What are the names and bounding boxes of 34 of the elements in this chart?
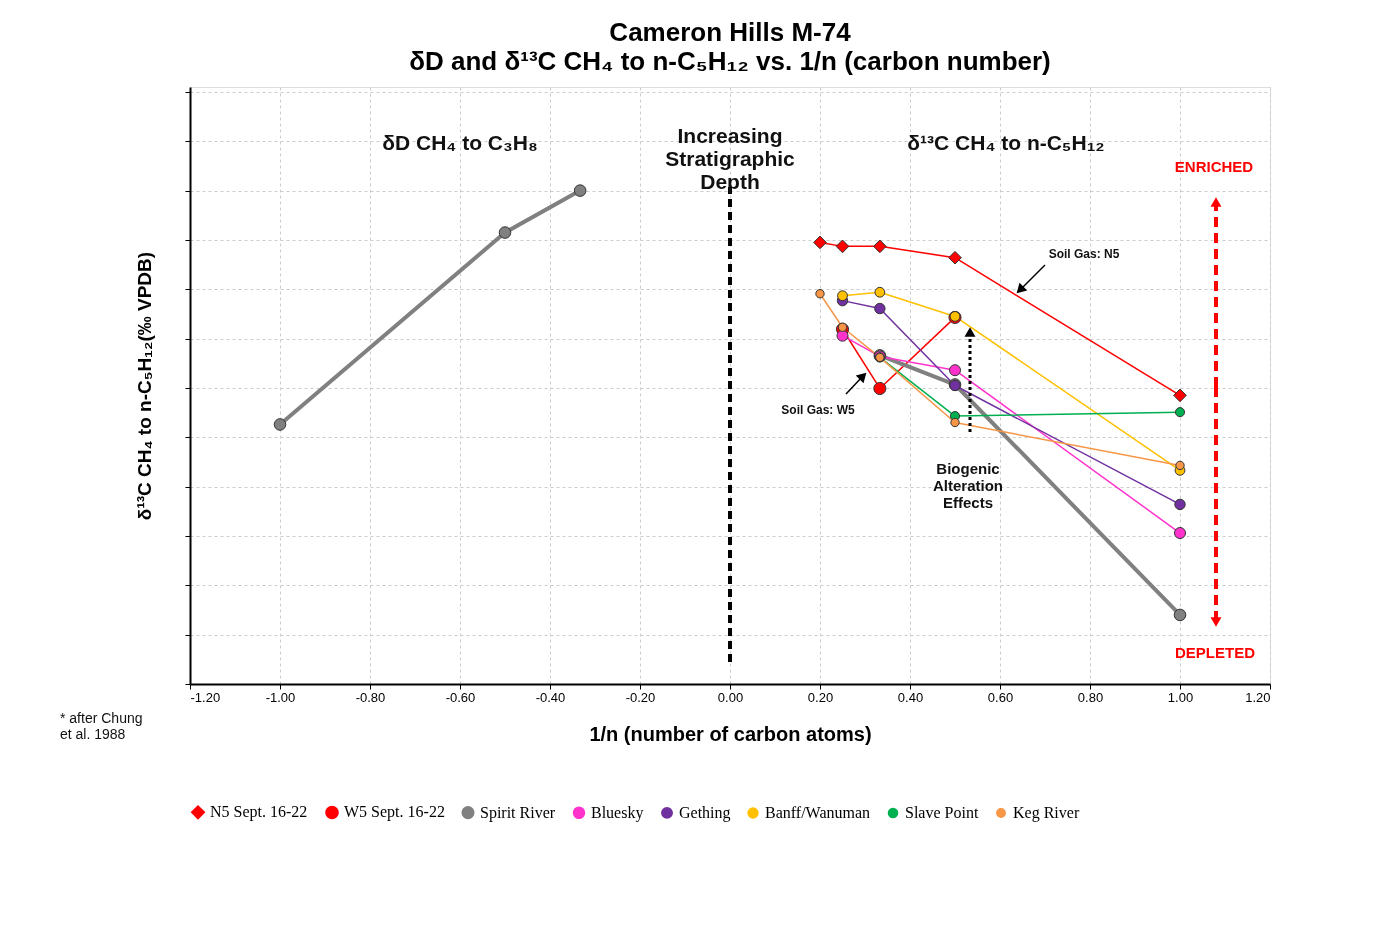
x-tick-label: -0.40 [535,689,566,705]
x-tick-label: -0.80 [355,689,386,705]
y-axis-title: δ¹³C CH₄ to n-C₅H₁₂(‰ VPDB) [134,251,155,521]
x-tick-label: -1.00 [265,689,296,705]
x-tick-label: 0.20 [807,689,834,705]
x-tick-label: 0.80 [1077,689,1104,705]
text: δ¹³C CH₄ to n-C₅H₁₂ [907,131,1105,154]
legend-label: N5 Sept. 16-22 [210,803,308,822]
text: δD CH₄ to C₃H₈ [382,131,538,154]
x-tick-label: 0.40 [897,689,924,705]
ref-line-label: Increasing Stratigraphic Depth [665,124,796,193]
x-tick-label: -0.20 [625,689,656,705]
chart-title: Cameron Hills M-74 [609,17,852,47]
legend-label: W5 Sept. 16-22 [344,803,445,822]
legend-label: Bluesky [591,803,644,822]
text: * after Chung et al. 1988 [60,710,143,742]
chart-subtitle: δD and δ¹³C CH₄ to n-C₅H₁₂ vs. 1/n (carbon number) [409,46,1051,76]
legend-label: Gething [679,803,731,822]
x-tick-label: -0.60 [445,689,476,705]
annotation: Soil Gas: N5 [1048,247,1120,261]
x-tick-label: 1.00 [1167,689,1194,705]
legend-label: Keg River [1013,804,1080,822]
legend-label: Banff/Wanuman [765,804,871,821]
x-tick-label: -1.20 [190,689,221,705]
legend-label: Spirit River [480,803,556,822]
annotation: Soil Gas: W5 [781,403,855,417]
text: ENRICHED [1174,158,1254,175]
x-tick-label: 0.60 [987,689,1014,705]
x-tick-label: 1.20 [1245,689,1271,705]
x-axis-title: 1/n (number of carbon atoms) [589,722,872,745]
legend-label: Slave Point [905,804,979,821]
x-tick-label: 0.00 [717,689,744,705]
annotation: DEPLETED [1174,644,1256,661]
annotation: Biogenic Alteration Effects [932,460,1004,511]
